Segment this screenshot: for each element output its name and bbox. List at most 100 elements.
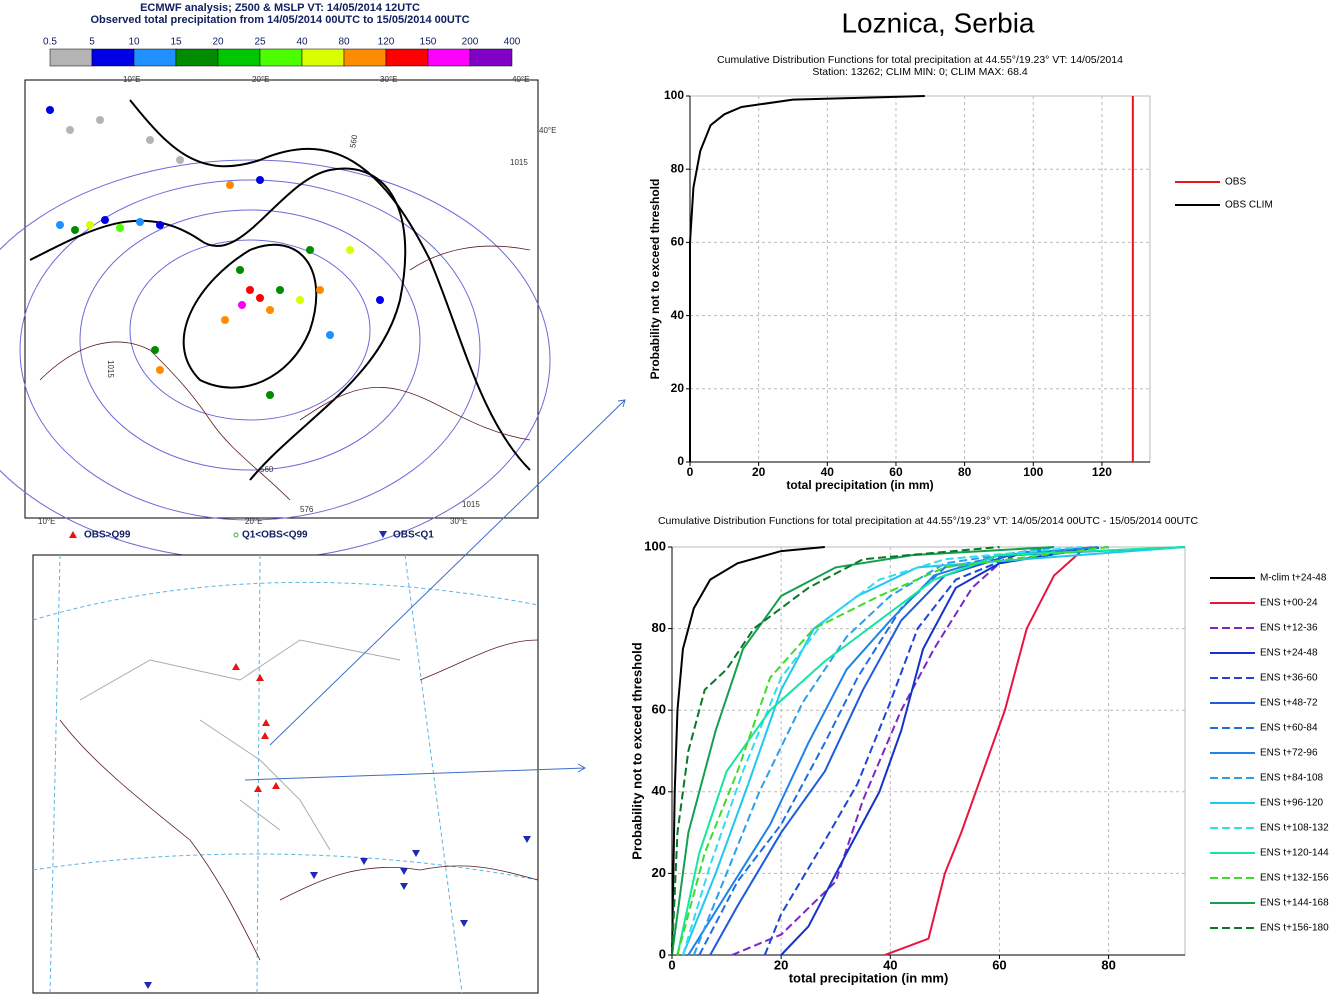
legend-label: ENS t+156-180 <box>1260 923 1329 934</box>
y-tick-label: 100 <box>644 538 666 553</box>
x-tick-label: 0 <box>687 465 694 479</box>
chart-subtitle: Station: 13262; CLIM MIN: 0; CLIM MAX: 6… <box>812 66 1028 78</box>
arrows <box>244 399 626 781</box>
isobars <box>29 99 531 481</box>
legend-label: M-clim t+24-48 <box>1260 573 1327 584</box>
series-line <box>692 546 1055 956</box>
x-tick-label: 20 <box>774 957 788 972</box>
x-tick-label: 60 <box>889 465 903 479</box>
legend-marker <box>379 531 387 538</box>
y-tick-label: 80 <box>671 161 685 175</box>
map-title: ECMWF analysis; Z500 & MSLP VT: 14/05/20… <box>140 2 420 14</box>
y-tick-label: 0 <box>659 946 666 961</box>
legend-marker <box>69 531 77 538</box>
colorbar-segment <box>175 48 219 67</box>
lon-label: 10°E <box>123 75 140 84</box>
legend-label: ENS t+120-144 <box>1260 848 1329 859</box>
colorbar-tick-label: 40 <box>296 37 308 48</box>
colorbar-tick-label: 0.5 <box>43 37 57 48</box>
map-title: Observed total precipitation from 14/05/… <box>90 14 469 26</box>
lon-label: 20°E <box>245 517 262 526</box>
legend-label: ENS t+24-48 <box>1260 648 1318 659</box>
legend-label: ENS t+108-132 <box>1260 823 1329 834</box>
colorbar-segment <box>427 48 471 67</box>
legend-label: OBS CLIM <box>1225 200 1273 211</box>
legend-label: OBS <box>1225 177 1246 188</box>
plot-frame <box>689 95 1151 463</box>
colorbar-segment <box>343 48 387 67</box>
lon-label: 40°E <box>512 75 529 84</box>
y-tick-label: 60 <box>652 702 666 717</box>
legend-label: ENS t+00-24 <box>1260 598 1318 609</box>
coastline <box>59 639 539 961</box>
colorbar-tick-label: 20 <box>212 37 224 48</box>
legend-label: OBS>Q99 <box>84 530 131 541</box>
lon-label: 30°E <box>450 517 467 526</box>
isobar-label: 560 <box>348 133 359 148</box>
colorbar: 0.5 5 10 15 20 25 40 80 120 150 200 400 <box>43 37 521 67</box>
series-line <box>671 546 1000 956</box>
x-tick-label: 80 <box>1101 957 1115 972</box>
colorbar-segment <box>217 48 261 67</box>
x-tick-label: 40 <box>883 957 897 972</box>
page-title: Loznica, Serbia <box>841 7 1034 38</box>
colorbar-tick-label: 120 <box>378 37 395 48</box>
legend-label: ENS t+60-84 <box>1260 723 1318 734</box>
map-frame <box>32 554 539 994</box>
series-line <box>780 546 1098 956</box>
series-line <box>884 546 1093 956</box>
legend-label: ENS t+72-96 <box>1260 748 1318 759</box>
legend-label: ENS t+144-168 <box>1260 898 1329 909</box>
legend-label: ENS t+84-108 <box>1260 773 1324 784</box>
graticule <box>32 554 539 994</box>
x-axis-label: total precipitation (in mm) <box>786 478 933 492</box>
colorbar-tick-label: 200 <box>462 37 479 48</box>
map-frame <box>24 79 539 519</box>
colorbar-tick-label: 25 <box>254 37 266 48</box>
series-line <box>681 546 1082 956</box>
series-line <box>681 546 1186 956</box>
legend-label: ENS t+132-156 <box>1260 873 1329 884</box>
series-line <box>731 546 1093 956</box>
colorbar-tick-label: 15 <box>170 37 182 48</box>
x-tick-label: 40 <box>821 465 835 479</box>
x-tick-label: 0 <box>668 957 675 972</box>
y-tick-label: 20 <box>652 865 666 880</box>
colorbar-segment <box>301 48 345 67</box>
isobar-label: 576 <box>300 505 314 514</box>
colorbar-segment <box>133 48 177 67</box>
coastline <box>39 245 531 501</box>
series-line <box>676 546 1186 956</box>
x-tick-label: 120 <box>1092 465 1112 479</box>
series-line <box>698 546 1055 956</box>
isobar-label: 560 <box>260 465 274 474</box>
y-tick-label: 0 <box>677 454 684 468</box>
legend-label: OBS<Q1 <box>393 530 434 541</box>
colorbar-segment <box>385 48 429 67</box>
series-line <box>671 546 1055 956</box>
lon-label: 30°E <box>380 75 397 84</box>
isobar-label: 1015 <box>106 360 115 378</box>
colorbar-segment <box>469 48 513 67</box>
series-line <box>763 546 1109 956</box>
series-line <box>689 95 925 462</box>
x-axis-label: total precipitation (in mm) <box>789 970 949 985</box>
x-tick-label: 60 <box>992 957 1006 972</box>
map-top <box>0 79 551 561</box>
x-tick-label: 80 <box>958 465 972 479</box>
y-tick-label: 40 <box>671 308 685 322</box>
obs-dots <box>46 106 384 399</box>
isobar-label: 1015 <box>462 500 480 509</box>
y-tick-label: 100 <box>664 88 684 102</box>
borders <box>79 639 401 851</box>
series-line <box>671 546 825 956</box>
lat-label: 40°E <box>539 126 556 135</box>
legend-label: Q1<OBS<Q99 <box>242 530 308 541</box>
lon-label: 10°E <box>38 517 55 526</box>
isobar-label: 1015 <box>510 158 528 167</box>
legend-label: ENS t+36-60 <box>1260 673 1318 684</box>
y-axis-label: Probability not to exceed threshold <box>648 179 662 380</box>
y-tick-label: 40 <box>652 783 666 798</box>
chart-title: Cumulative Distribution Functions for to… <box>717 54 1123 66</box>
